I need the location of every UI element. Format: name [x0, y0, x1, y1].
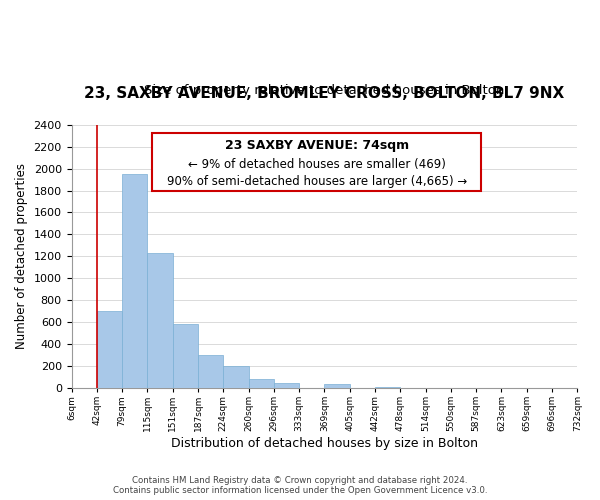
Bar — [97, 312, 122, 388]
Bar — [223, 366, 248, 388]
Text: 23 SAXBY AVENUE: 74sqm: 23 SAXBY AVENUE: 74sqm — [225, 139, 409, 152]
Bar — [248, 380, 274, 388]
Text: ← 9% of detached houses are smaller (469): ← 9% of detached houses are smaller (469… — [188, 158, 446, 170]
Bar — [173, 324, 198, 388]
Bar — [148, 253, 173, 388]
Title: Size of property relative to detached houses in Bolton: Size of property relative to detached ho… — [144, 84, 505, 97]
Text: Contains HM Land Registry data © Crown copyright and database right 2024.
Contai: Contains HM Land Registry data © Crown c… — [113, 476, 487, 495]
Bar — [325, 384, 350, 388]
Bar — [198, 355, 223, 388]
Bar — [122, 174, 148, 388]
Text: 90% of semi-detached houses are larger (4,665) →: 90% of semi-detached houses are larger (… — [167, 174, 467, 188]
X-axis label: Distribution of detached houses by size in Bolton: Distribution of detached houses by size … — [171, 437, 478, 450]
FancyBboxPatch shape — [152, 132, 481, 190]
Text: 23, SAXBY AVENUE, BROMLEY CROSS, BOLTON, BL7 9NX: 23, SAXBY AVENUE, BROMLEY CROSS, BOLTON,… — [85, 86, 565, 101]
Bar — [274, 383, 299, 388]
Y-axis label: Number of detached properties: Number of detached properties — [15, 164, 28, 350]
Bar — [375, 387, 400, 388]
